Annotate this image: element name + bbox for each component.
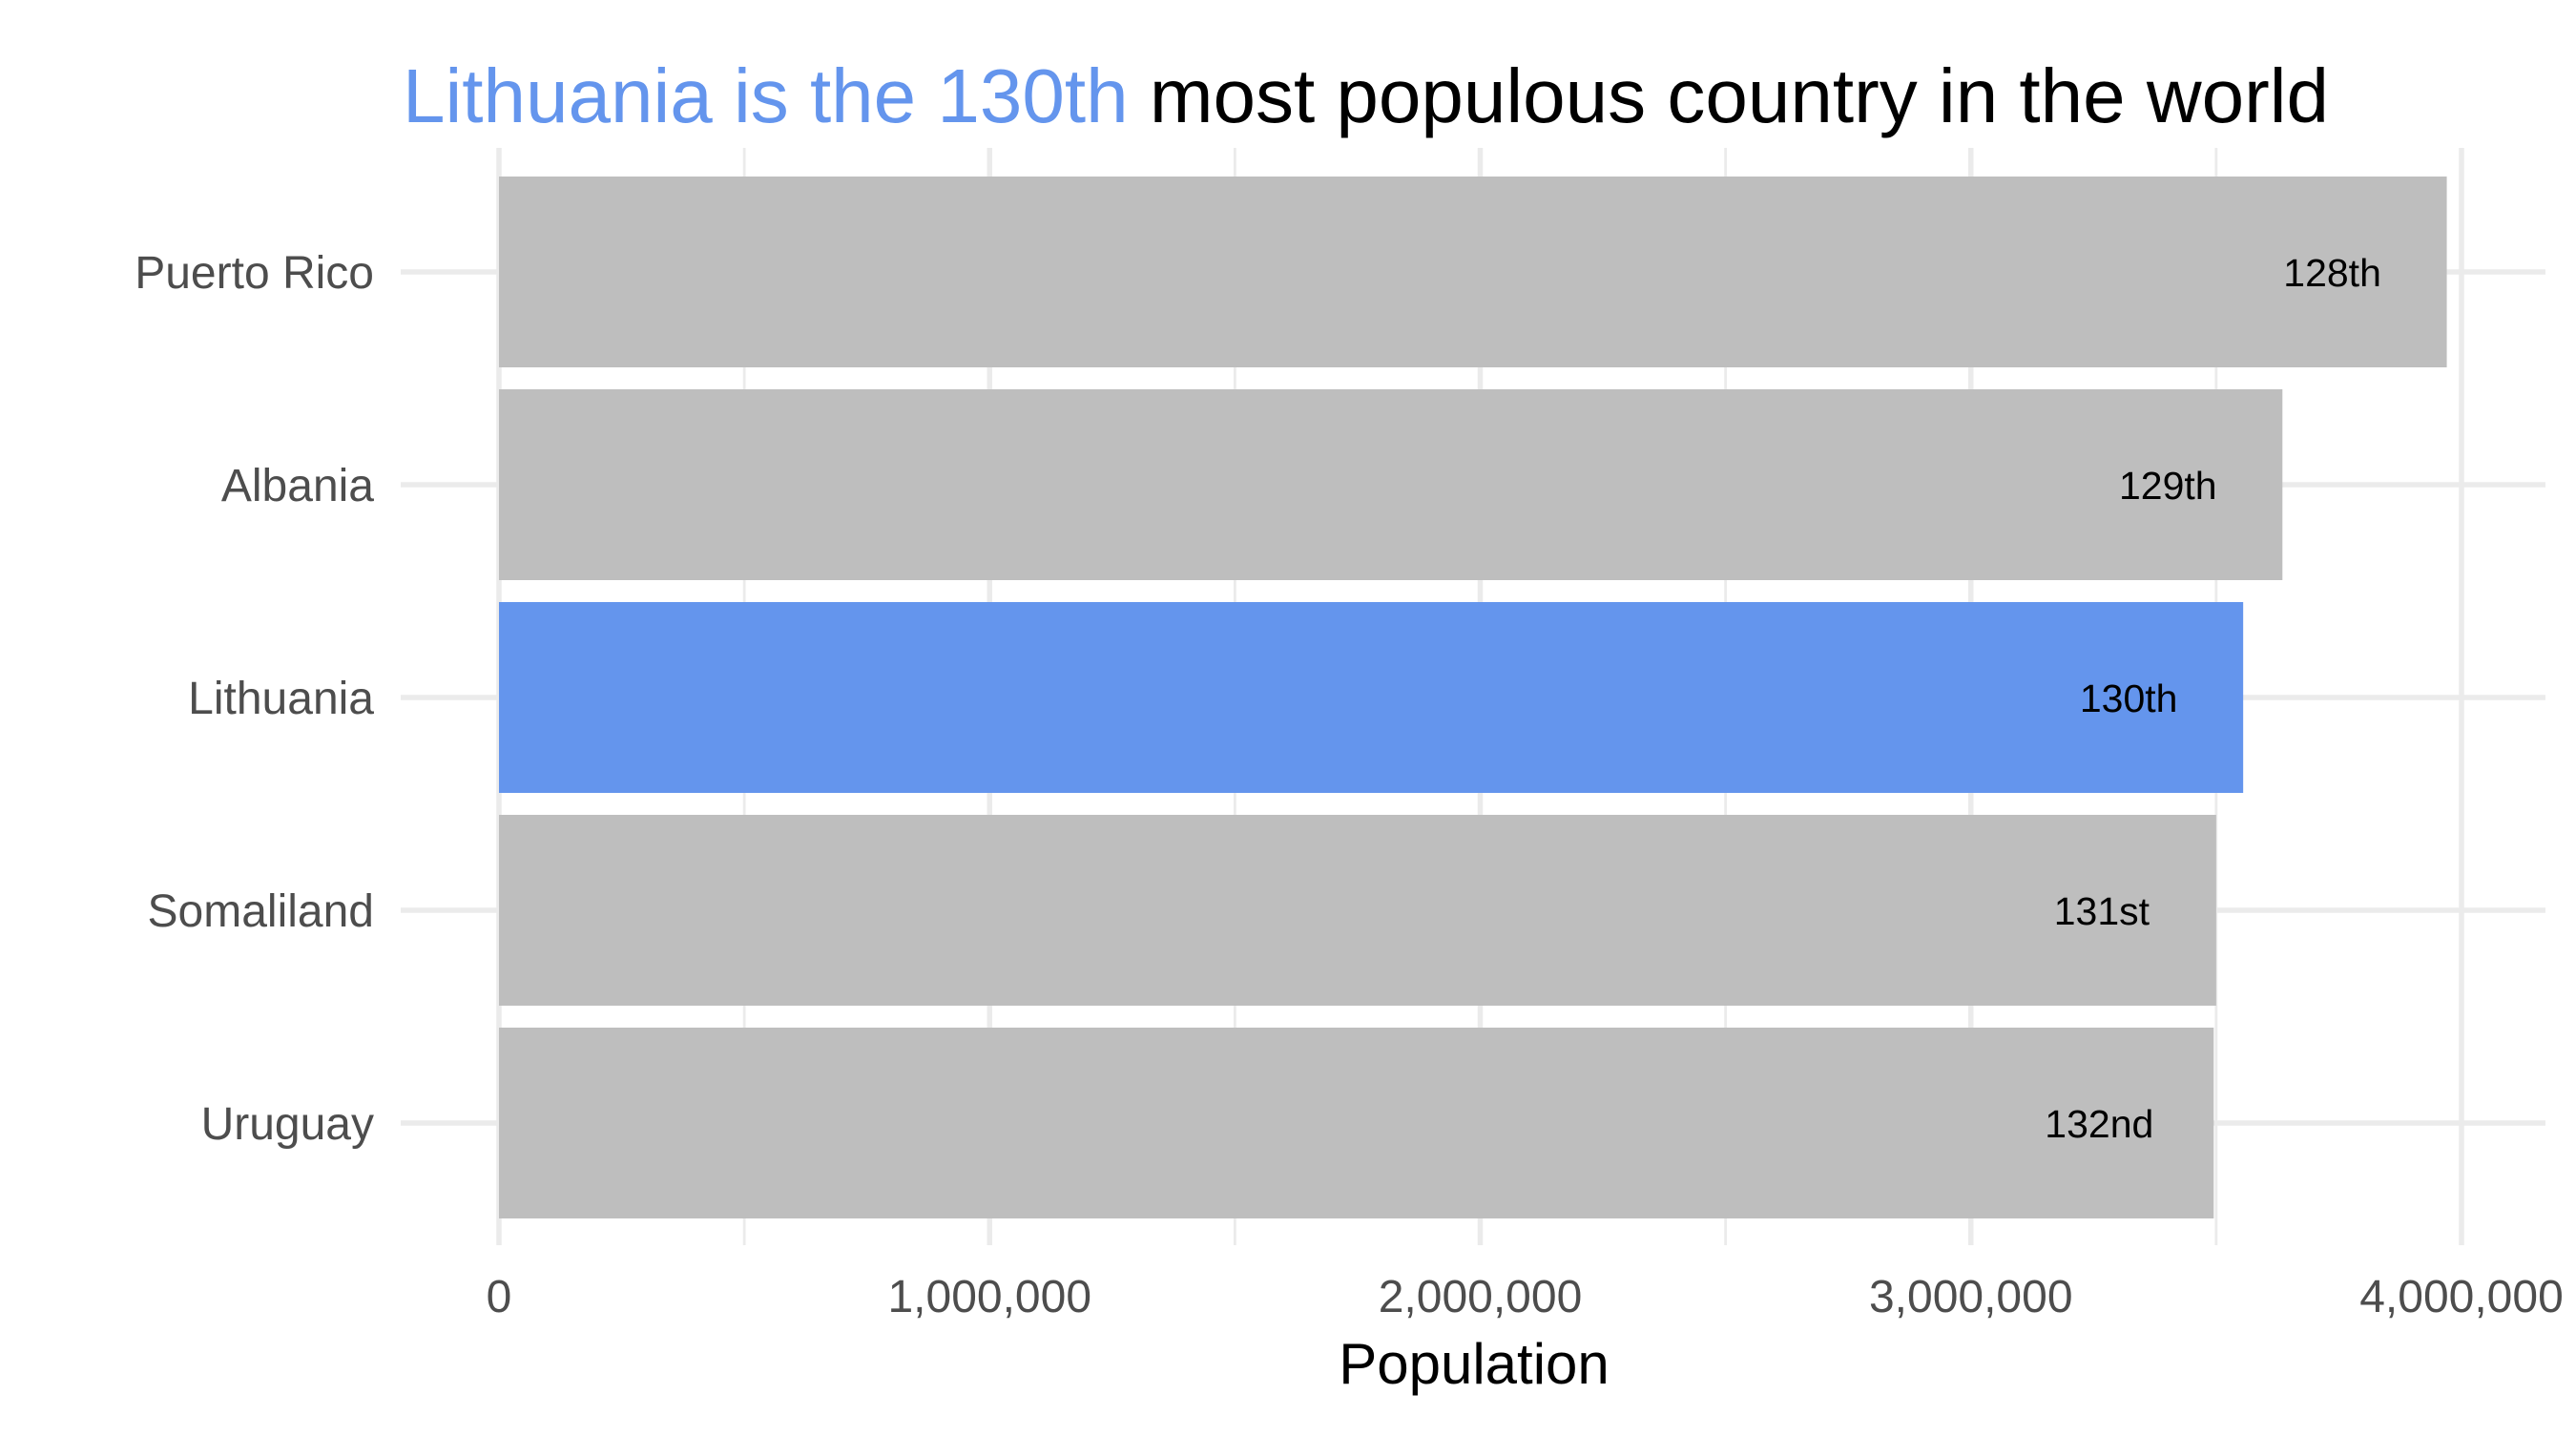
x-tick-label: 4,000,000 (2359, 1272, 2564, 1322)
bar-rank-label: 128th (2283, 251, 2381, 295)
chart-title: Lithuania is the 130th most populous cou… (403, 53, 2329, 138)
x-tick-label: 3,000,000 (1869, 1272, 2073, 1322)
bar-rank-labels: 128th 129th 130th 131st 132nd (2045, 251, 2381, 1146)
bar-albania (499, 389, 2283, 580)
chart-title-rest: most populous country in the world (1129, 53, 2329, 138)
y-tick-label: Puerto Rico (135, 248, 374, 299)
y-tick-label: Albania (221, 461, 374, 511)
x-tick-label: 2,000,000 (1379, 1272, 1583, 1322)
y-tick-label: Uruguay (201, 1099, 374, 1150)
bar-rank-label: 129th (2119, 464, 2217, 508)
x-tick-label: 0 (487, 1272, 512, 1322)
y-tick-label: Lithuania (188, 674, 374, 724)
y-axis: Puerto Rico Albania Lithuania Somaliland Uru… (135, 248, 374, 1150)
bars (499, 177, 2447, 1218)
bar-uruguay (499, 1028, 2214, 1218)
bar-lithuania (499, 602, 2244, 793)
chart-title-highlight: Lithuania is the 130th (403, 53, 1129, 138)
x-tick-label: 1,000,000 (887, 1272, 1091, 1322)
bar-rank-label: 131st (2054, 889, 2150, 933)
x-axis-title: Population (1339, 1332, 1610, 1396)
bar-rank-label: 130th (2080, 676, 2178, 720)
y-tick-label: Somaliland (148, 886, 374, 937)
bar-puerto-rico (499, 177, 2447, 367)
bar-rank-label: 132nd (2045, 1102, 2153, 1146)
bar-somaliland (499, 815, 2216, 1006)
x-axis: 0 1,000,000 2,000,000 3,000,000 4,000,000 (487, 1272, 2564, 1322)
